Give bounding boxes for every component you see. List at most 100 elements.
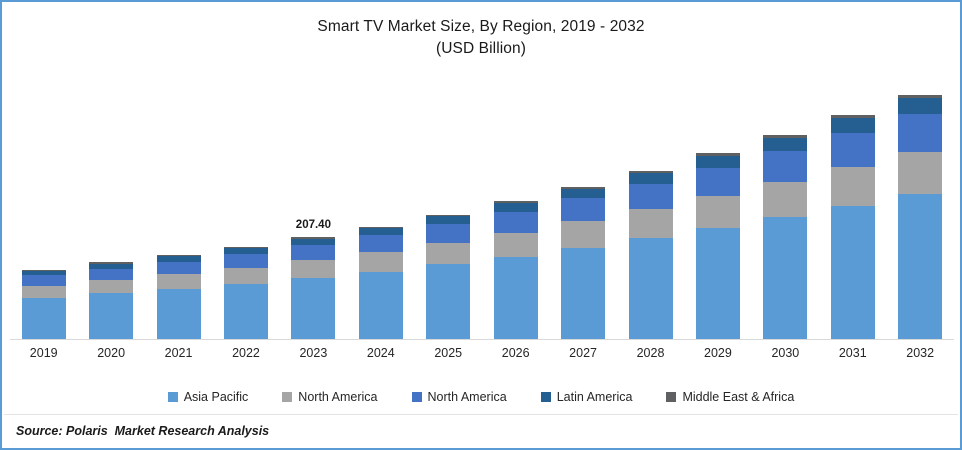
legend-item[interactable]: North America [411,390,507,404]
bar-segment[interactable] [89,262,134,264]
bar-segment[interactable] [830,166,875,206]
bar-segment[interactable] [763,217,808,339]
bar-segment[interactable] [89,279,134,294]
bar-segment[interactable] [426,224,471,243]
bar-segment[interactable] [695,153,740,156]
legend-item[interactable]: Middle East & Africa [666,390,794,404]
bar-segment[interactable] [358,226,403,229]
bar-segment[interactable] [830,115,875,119]
bar-segment[interactable] [830,118,875,133]
bar-segment[interactable] [763,181,808,218]
bar-segment[interactable] [830,132,875,167]
bar-segment[interactable] [898,114,943,152]
stacked-bar[interactable] [763,135,808,339]
bar-segment[interactable] [223,248,268,255]
stacked-bar[interactable] [628,170,673,339]
bar-segment[interactable] [89,268,134,280]
bar-segment[interactable] [898,151,943,194]
bar-segment[interactable] [763,135,808,138]
legend-swatch-icon [167,392,178,402]
legend-item[interactable]: North America [282,390,378,404]
bar-segment[interactable] [695,228,740,339]
bar-segment[interactable] [830,205,875,339]
bar-segment[interactable] [89,293,134,339]
legend-label: Middle East & Africa [682,390,795,404]
bar-segment[interactable] [426,264,471,339]
bar-segment[interactable] [223,267,268,285]
stacked-bar[interactable] [156,254,201,339]
stacked-bar[interactable] [223,246,268,339]
stacked-bar[interactable] [561,186,606,339]
bar-segment[interactable] [358,252,403,272]
bar-segment[interactable] [21,297,66,339]
bar-segment[interactable] [156,254,201,257]
bar-segment[interactable] [628,208,673,239]
bar-segment[interactable] [493,211,538,233]
stacked-bar[interactable] [21,269,66,339]
bar-segment[interactable] [291,237,336,239]
stacked-bar[interactable] [426,214,471,339]
bar-segment[interactable] [695,195,740,229]
bar-segment[interactable] [561,247,606,339]
legend-item[interactable]: Asia Pacific [167,390,248,404]
bar-segment[interactable] [561,186,606,189]
footer-divider [4,414,958,415]
bar-segment[interactable] [291,238,336,246]
bar-segment[interactable] [21,270,66,276]
bar-segment[interactable] [156,261,201,275]
stacked-bar[interactable] [89,262,134,339]
bar-segment[interactable] [493,203,538,212]
x-axis-tick-2026: 2026 [501,346,530,360]
bar-segment[interactable] [763,137,808,152]
x-axis-tick-2027: 2027 [569,346,597,360]
x-axis-tick-2019: 2019 [29,346,58,360]
bar-segment[interactable] [89,263,134,269]
bar-segment[interactable] [358,235,403,253]
bar-segment[interactable] [493,201,538,204]
bar-segment[interactable] [21,285,66,298]
bar-segment[interactable] [223,254,268,268]
bar-segment[interactable] [426,216,471,225]
bar-segment[interactable] [628,183,673,209]
stacked-bar[interactable] [291,237,336,339]
bar-segment[interactable] [561,198,606,222]
bar-slot [684,74,751,339]
chart-legend: Asia Pacific North America North America La… [2,390,960,404]
bar-slot [415,74,482,339]
bar-segment[interactable] [291,245,336,261]
bar-segment[interactable] [156,274,201,289]
stacked-bar[interactable] [493,201,538,339]
bar-segment[interactable] [358,271,403,339]
bar-segment[interactable] [21,269,66,271]
bar-segment[interactable] [156,288,201,339]
bar-segment[interactable] [291,278,336,339]
bar-segment[interactable] [628,172,673,184]
bar-segment[interactable] [695,167,740,196]
bar-segment[interactable] [898,98,943,115]
bar-segment[interactable] [223,284,268,339]
stacked-bar[interactable] [358,226,403,339]
bar-segment[interactable] [358,228,403,236]
chart-title-block: Smart TV Market Size, By Region, 2019 - … [2,16,960,60]
bar-segment[interactable] [426,214,471,217]
bar-segment[interactable] [898,193,943,339]
bar-segment[interactable] [493,256,538,339]
bar-segment[interactable] [21,275,66,286]
bar-segment[interactable] [291,260,336,279]
x-axis-tick-2029: 2029 [704,346,732,360]
stacked-bar[interactable] [898,94,943,339]
bar-segment[interactable] [223,246,268,249]
bar-segment[interactable] [898,94,943,99]
bar-segment[interactable] [493,232,538,257]
bar-segment[interactable] [628,238,673,339]
stacked-bar[interactable] [830,115,875,339]
bar-segment[interactable] [561,188,606,199]
stacked-bar[interactable] [695,153,740,339]
bar-segment[interactable] [695,155,740,168]
bar-segment[interactable] [763,151,808,182]
bar-segment[interactable] [628,170,673,173]
bar-segment[interactable] [426,242,471,265]
bar-segment[interactable] [156,256,201,262]
legend-item[interactable]: Latin America [540,390,632,404]
bar-segment[interactable] [561,221,606,248]
